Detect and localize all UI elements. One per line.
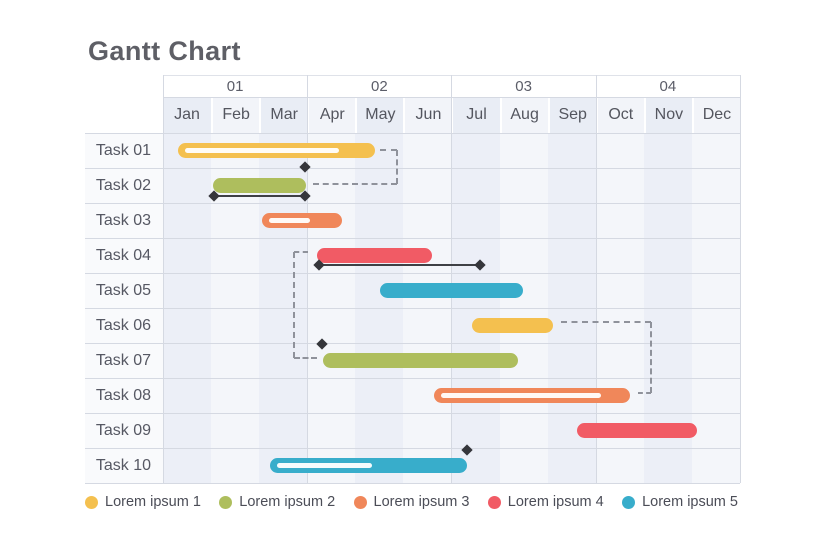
legend-label: Lorem ipsum 4 [507, 494, 604, 510]
grid-row-line [85, 308, 740, 309]
task-label: Task 07 [85, 343, 163, 378]
legend-item: Lorem ipsum 3 [353, 494, 470, 510]
month-header-cell: Oct [595, 97, 644, 133]
progress-stripe [184, 148, 339, 153]
quarter-header-cell: 03 [515, 77, 532, 95]
grid-row-line [85, 203, 740, 204]
grid-row-line [85, 273, 740, 274]
task-label: Task 10 [85, 448, 163, 483]
grid-quarter-divider [307, 75, 309, 483]
month-header-cell: Jan [163, 97, 212, 133]
legend-color-dot-icon [353, 495, 367, 509]
grid-row-line [85, 343, 740, 344]
legend-item: Lorem ipsum 1 [85, 494, 201, 510]
grid-left-edge [163, 75, 164, 483]
legend-item: Lorem ipsum 5 [622, 494, 738, 510]
gantt-bar-task-08 [434, 388, 630, 403]
grid-quarter-divider [595, 75, 597, 483]
grid-row-line [85, 378, 740, 379]
legend-color-dot-icon [487, 495, 501, 509]
legend-color-dot-icon [622, 495, 636, 509]
gantt-bar-task-07 [323, 353, 518, 368]
grid-row-line [85, 413, 740, 414]
month-header-cell: Nov [643, 97, 692, 133]
gantt-bar-task-01 [177, 143, 376, 158]
gantt-bar-task-04 [316, 248, 432, 263]
legend-item: Lorem ipsum 4 [487, 494, 604, 510]
dependency-dash-vertical [650, 322, 653, 394]
dependency-dash-horizontal [313, 183, 398, 186]
quarter-header-cell: 01 [226, 77, 244, 95]
dependency-dash-horizontal [561, 321, 652, 323]
month-header-cell: Jun [403, 97, 452, 133]
gantt-bar-task-09 [576, 423, 698, 438]
task-label: Task 06 [85, 308, 163, 343]
progress-stripe [277, 463, 373, 468]
month-header-cell: Jul [451, 97, 500, 133]
baseline-range-line [213, 195, 305, 197]
task-label: Task 04 [85, 238, 163, 273]
month-header-cell: Sep [547, 97, 596, 133]
gantt-bar-task-06 [472, 318, 553, 333]
dependency-dash-vertical [396, 150, 399, 185]
grid-right-edge [740, 75, 741, 483]
legend: Lorem ipsum 1 Lorem ipsum 2 Lorem ipsum 3 L… [85, 492, 738, 512]
month-header-cell: Apr [307, 97, 356, 133]
month-header-cell: Dec [691, 97, 740, 133]
task-label: Task 09 [85, 413, 163, 448]
grid-row-line [85, 168, 740, 169]
month-header-cell: Aug [499, 97, 548, 133]
gantt-bar-task-10 [270, 458, 467, 473]
grid-row-line [85, 448, 740, 449]
legend-label: Lorem ipsum 1 [105, 494, 201, 510]
task-label: Task 02 [85, 168, 163, 203]
task-label: Task 01 [85, 133, 163, 168]
dependency-dash-horizontal [293, 357, 317, 360]
legend-color-dot-icon [219, 495, 233, 509]
month-header-cell: Feb [211, 97, 260, 133]
progress-stripe [441, 393, 602, 398]
progress-stripe [269, 218, 310, 223]
dependency-dash-horizontal [638, 392, 652, 395]
month-header-cell: Mar [259, 97, 308, 133]
quarter-header-cell: 04 [659, 77, 677, 95]
gantt-bar-task-02 [213, 178, 306, 193]
legend-item: Lorem ipsum 2 [219, 494, 335, 510]
dependency-dash-vertical [292, 252, 295, 359]
baseline-range-line [318, 263, 480, 266]
legend-color-dot-icon [85, 495, 98, 509]
quarter-header-cell: 02 [371, 77, 388, 95]
task-label: Task 03 [85, 203, 163, 238]
gantt-bar-task-05 [379, 283, 524, 298]
dependency-dash-horizontal [379, 149, 398, 152]
legend-label: Lorem ipsum 3 [373, 494, 470, 510]
page-title: Gantt Chart [88, 36, 241, 66]
task-label: Task 08 [85, 378, 163, 413]
dependency-dash-horizontal [293, 251, 309, 253]
gantt-bar-task-03 [262, 213, 342, 228]
task-label: Task 05 [85, 273, 163, 308]
grid-quarter-divider [451, 75, 453, 483]
grid-row-line [85, 483, 740, 484]
legend-label: Lorem ipsum 5 [642, 494, 738, 510]
grid-row-line [85, 133, 740, 134]
grid-row-line [85, 238, 740, 239]
month-header-cell: May [355, 97, 404, 133]
legend-label: Lorem ipsum 2 [239, 494, 336, 510]
